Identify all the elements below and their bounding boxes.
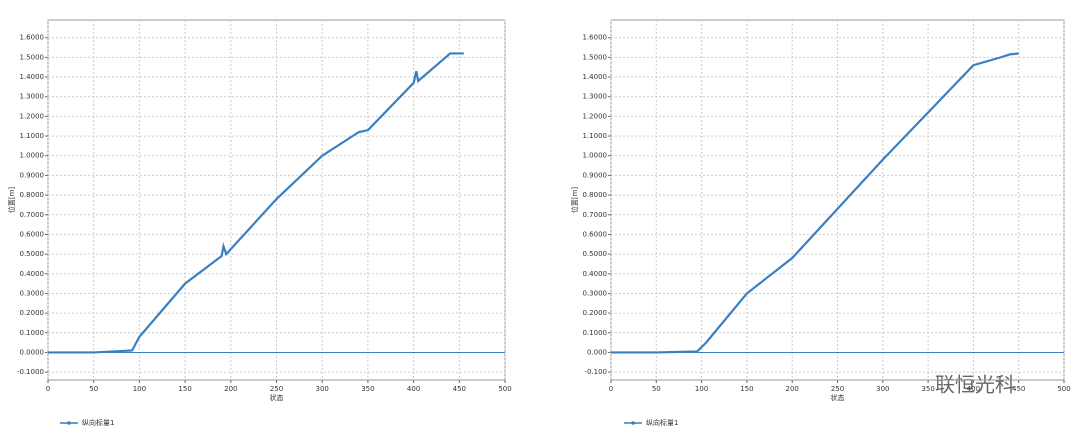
y-tick-label: 1.5000 [583, 53, 608, 61]
y-tick-label: 0.1000 [20, 329, 45, 337]
x-tick-label: 450 [1012, 385, 1025, 393]
y-tick-label: 0.4000 [20, 270, 45, 278]
y-tick-label: 0.2000 [20, 309, 45, 317]
y-tick-label: 1.4000 [20, 73, 45, 81]
x-tick-label: 200 [786, 385, 799, 393]
y-tick-label: 1.1000 [20, 132, 45, 140]
y-tick-label: 0.0000 [20, 348, 45, 356]
y-tick-label: 0.2000 [583, 309, 608, 317]
y-tick-label: 0.9000 [20, 171, 45, 179]
x-tick-label: 350 [921, 385, 934, 393]
y-axis-label: 位置[m] [570, 187, 579, 214]
x-tick-label: 100 [133, 385, 146, 393]
y-tick-label: 0.000 [587, 348, 607, 356]
y-tick-label: 1.3000 [20, 93, 45, 101]
y-tick-label: 1.2000 [20, 112, 45, 120]
x-tick-label: 250 [270, 385, 283, 393]
x-tick-label: 250 [831, 385, 844, 393]
y-tick-label: 1.0000 [20, 152, 45, 160]
data-line [611, 52, 1019, 354]
y-tick-label: 0.4000 [583, 270, 608, 278]
y-tick-label: 0.8000 [583, 191, 608, 199]
watermark: 联恒光科 [935, 373, 1015, 397]
y-tick-label: 1.6000 [583, 34, 608, 42]
y-tick-label: 0.3000 [20, 289, 45, 297]
y-tick-label: 0.6000 [583, 230, 608, 238]
x-tick-label: 150 [740, 385, 753, 393]
y-tick-label: -0.1000 [17, 368, 44, 376]
x-tick-label: 300 [876, 385, 889, 393]
x-tick-label: 400 [967, 385, 980, 393]
data-line [48, 52, 464, 354]
y-tick-label: 1.6000 [20, 34, 45, 42]
y-tick-label: 0.5000 [583, 250, 608, 258]
y-tick-label: 1.5000 [20, 53, 45, 61]
y-tick-label: 1.0000 [583, 152, 608, 160]
x-tick-label: 350 [361, 385, 374, 393]
y-tick-label: 1.3000 [583, 93, 608, 101]
y-tick-label: 0.1000 [583, 329, 608, 337]
y-tick-label: -0.100 [584, 368, 607, 376]
x-tick-label: 450 [453, 385, 466, 393]
x-axis-label: 状态 [270, 393, 284, 402]
y-tick-label: 0.8000 [20, 191, 45, 199]
y-tick-label: 0.9000 [583, 171, 608, 179]
x-tick-label: 0 [46, 385, 50, 393]
x-tick-label: 300 [316, 385, 329, 393]
y-tick-label: 0.7000 [20, 211, 45, 219]
y-tick-label: 0.7000 [583, 211, 608, 219]
x-tick-label: 150 [178, 385, 191, 393]
x-tick-label: 200 [224, 385, 237, 393]
x-tick-label: 500 [1057, 385, 1070, 393]
x-tick-label: 50 [89, 385, 98, 393]
legend-marker [631, 421, 635, 425]
x-tick-label: 100 [695, 385, 708, 393]
x-tick-label: 0 [609, 385, 613, 393]
y-tick-label: 0.6000 [20, 230, 45, 238]
y-axis-label: 位置[m] [7, 187, 16, 214]
x-tick-label: 400 [407, 385, 420, 393]
y-tick-label: 1.4000 [583, 73, 608, 81]
y-tick-label: 0.3000 [583, 289, 608, 297]
legend-label: 纵向标量1 [82, 418, 114, 427]
x-tick-label: 500 [498, 385, 511, 393]
legend-marker [67, 421, 71, 425]
y-tick-label: 0.5000 [20, 250, 45, 258]
x-tick-label: 50 [652, 385, 661, 393]
y-tick-label: 1.2000 [583, 112, 608, 120]
y-tick-label: 1.1000 [583, 132, 608, 140]
x-axis-label: 状态 [831, 393, 845, 402]
legend-label: 纵向标量1 [646, 418, 678, 427]
